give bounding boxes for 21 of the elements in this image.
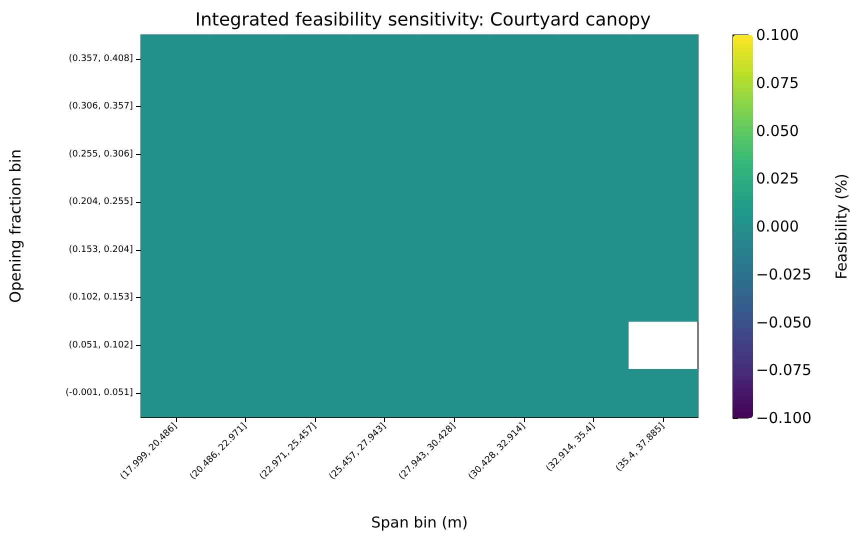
x-axis-title: Span bin (m) xyxy=(371,514,468,532)
y-axis-title: Opening fraction bin xyxy=(6,149,24,303)
color-bar-label: 0.100 xyxy=(756,26,799,44)
color-bar-label: −0.050 xyxy=(756,313,812,332)
y-tick-label: (0.306, 0.357] xyxy=(68,102,133,112)
color-bar-label: −0.100 xyxy=(756,409,812,427)
y-tick-label: (0.153, 0.204] xyxy=(68,244,133,255)
color-bar-label: 0.025 xyxy=(756,170,799,188)
color-bar-title: Feasibility (%) xyxy=(832,174,850,280)
color-bar-label: 0.000 xyxy=(756,218,799,236)
y-tick-label: (0.204, 0.255] xyxy=(68,197,133,208)
y-tick-label: (0.255, 0.306] xyxy=(68,149,133,160)
color-bar-label: −0.075 xyxy=(756,361,812,380)
y-tick-label: (0.357, 0.408] xyxy=(68,54,133,64)
y-tick-label: (0.102, 0.153] xyxy=(68,292,133,303)
chart-title: Integrated feasibility sensitivity: Courtyard canopy xyxy=(195,10,652,30)
color-bar-label: 0.050 xyxy=(756,122,799,140)
y-tick-label: (0.051, 0.102] xyxy=(68,340,133,350)
color-bar-label: −0.025 xyxy=(756,265,812,284)
color-bar-label: 0.075 xyxy=(756,74,799,92)
y-tick-label: (-0.001, 0.051] xyxy=(65,388,133,398)
